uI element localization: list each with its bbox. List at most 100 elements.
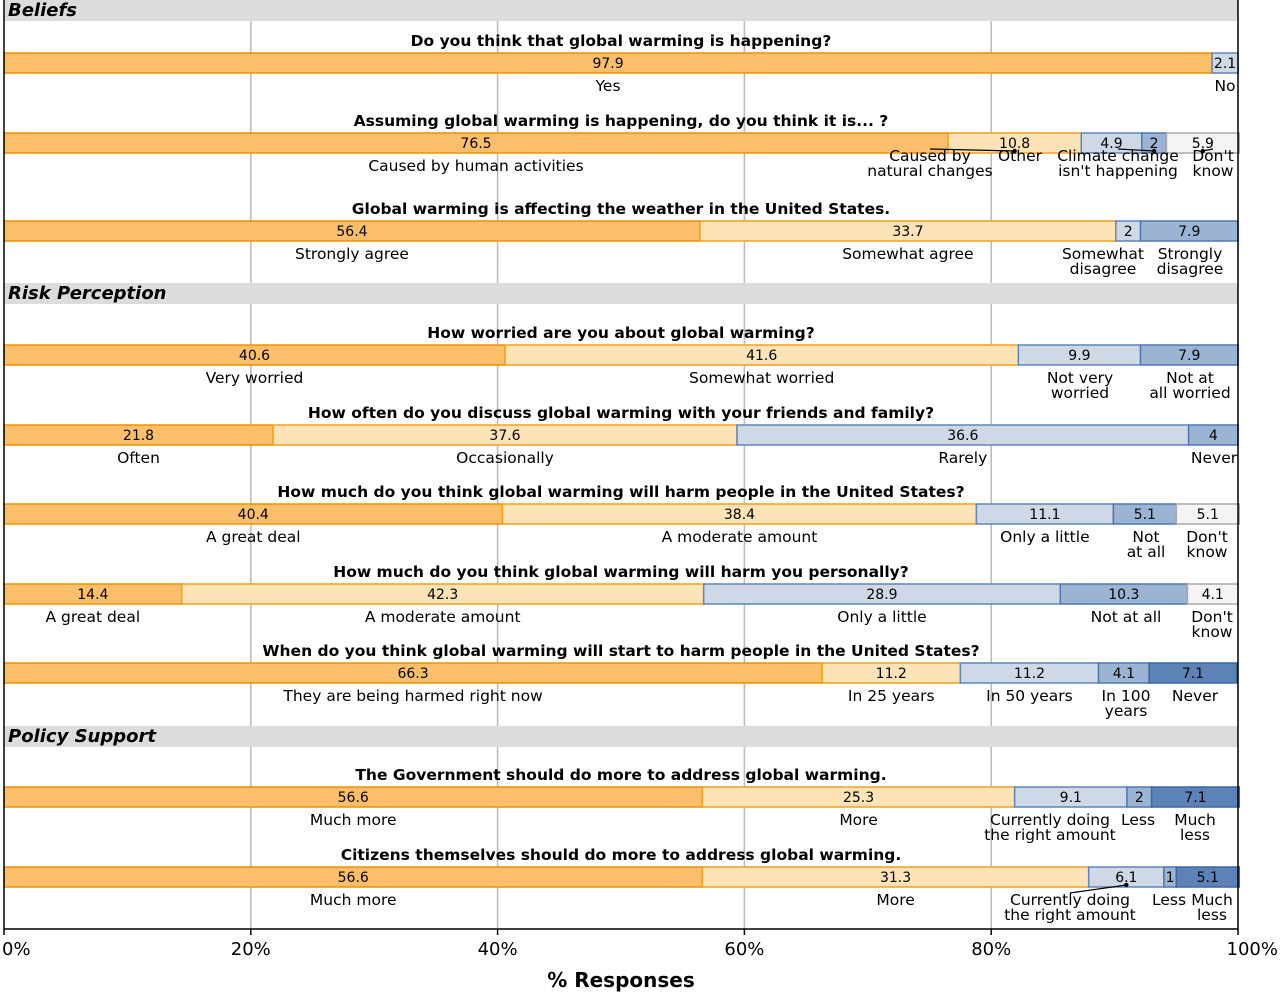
bar-value-label: 33.7 bbox=[892, 224, 923, 240]
bar-value-label: 10.8 bbox=[999, 136, 1030, 152]
bar-value-label: 66.3 bbox=[397, 666, 428, 682]
leader-dot bbox=[1012, 148, 1017, 154]
bar-segment bbox=[1175, 503, 1240, 525]
category-label: know bbox=[1187, 543, 1228, 561]
bar-value-label: 56.6 bbox=[338, 870, 369, 886]
bar-value-label: 6.1 bbox=[1115, 870, 1137, 886]
category-label: Much more bbox=[310, 811, 397, 829]
bar-segment bbox=[1175, 866, 1240, 888]
bar-segment bbox=[1150, 786, 1240, 808]
category-label: Climate change bbox=[1057, 147, 1179, 165]
category-label: Often bbox=[117, 449, 160, 467]
leader-dot bbox=[1151, 148, 1157, 154]
bar-value-label: 2 bbox=[1150, 136, 1159, 152]
question-title: Global warming is affecting the weather … bbox=[352, 200, 890, 218]
category-label: disagree bbox=[1070, 260, 1137, 278]
bar-value-label: 41.6 bbox=[746, 348, 777, 364]
category-label: Strongly bbox=[1158, 245, 1223, 263]
category-label: isn't happening bbox=[1058, 162, 1178, 180]
question-title: Assuming global warming is happening, do… bbox=[354, 112, 889, 130]
bar-value-label: 7.1 bbox=[1182, 666, 1204, 682]
section-title: Risk Perception bbox=[8, 283, 167, 304]
bar-value-label: 40.4 bbox=[238, 507, 269, 523]
section-band bbox=[4, 0, 1238, 21]
bar-value-label: 76.5 bbox=[460, 136, 491, 152]
category-label: the right amount bbox=[1004, 906, 1136, 924]
x-tick-label: 20% bbox=[231, 939, 271, 960]
category-label: Strongly agree bbox=[295, 245, 409, 263]
bar-value-label: 7.9 bbox=[1178, 224, 1200, 240]
category-label: Much bbox=[1174, 811, 1216, 829]
category-label: Other bbox=[998, 147, 1043, 165]
bar-value-label: 42.3 bbox=[427, 587, 458, 603]
category-label: Currently doing bbox=[990, 811, 1110, 829]
x-tick-label: 0% bbox=[2, 939, 31, 960]
category-label: A great deal bbox=[206, 528, 301, 546]
category-label: Very worried bbox=[206, 369, 304, 387]
bar-value-label: 9.9 bbox=[1068, 348, 1090, 364]
bar-value-label: 31.3 bbox=[880, 870, 911, 886]
bar-value-label: 2 bbox=[1135, 790, 1144, 806]
category-label: Don't bbox=[1191, 608, 1233, 626]
category-label: Much more bbox=[310, 891, 397, 909]
question-title: How much do you think global warming wil… bbox=[277, 483, 964, 501]
leader-line bbox=[929, 148, 1015, 152]
category-label: all worried bbox=[1149, 384, 1230, 402]
bar-value-label: 4.9 bbox=[1100, 136, 1122, 152]
bar-value-label: 11.2 bbox=[876, 666, 907, 682]
category-label: Not at all bbox=[1091, 608, 1162, 626]
category-label: Only a little bbox=[1000, 528, 1089, 546]
category-label: the right amount bbox=[984, 826, 1116, 844]
category-label: A moderate amount bbox=[365, 608, 521, 626]
category-label: A great deal bbox=[46, 608, 141, 626]
leader-dot bbox=[1124, 882, 1129, 888]
x-tick-label: 100% bbox=[1227, 939, 1278, 960]
category-label: Occasionally bbox=[456, 449, 554, 467]
bar-value-label: 21.8 bbox=[123, 428, 154, 444]
bar-value-label: 40.6 bbox=[239, 348, 270, 364]
category-label: A moderate amount bbox=[662, 528, 818, 546]
leader-line bbox=[1069, 884, 1127, 894]
category-label: Caused by bbox=[889, 147, 971, 165]
bar-value-label: 5.1 bbox=[1197, 507, 1219, 523]
category-label: They are being harmed right now bbox=[282, 687, 543, 705]
category-label: More bbox=[839, 811, 877, 829]
section-band bbox=[4, 726, 1238, 747]
category-label: disagree bbox=[1157, 260, 1224, 278]
bar-value-label: 11.1 bbox=[1029, 507, 1060, 523]
category-label: Not bbox=[1132, 528, 1159, 546]
bar-value-label: 2.1 bbox=[1214, 56, 1236, 72]
bar-value-label: 4.1 bbox=[1202, 587, 1224, 603]
question-title: How often do you discuss global warming … bbox=[308, 404, 934, 422]
bar-value-label: 97.9 bbox=[592, 56, 623, 72]
bar-value-label: 2 bbox=[1124, 224, 1133, 240]
question-title: How worried are you about global warming… bbox=[427, 324, 814, 342]
bar-value-label: 10.3 bbox=[1108, 587, 1139, 603]
bar-value-label: 56.6 bbox=[338, 790, 369, 806]
category-label: Currently doing bbox=[1010, 891, 1130, 909]
question-title: Do you think that global warming is happ… bbox=[411, 32, 832, 50]
leader-line bbox=[1117, 148, 1155, 152]
bar-value-label: 5.1 bbox=[1197, 870, 1219, 886]
category-label: know bbox=[1192, 623, 1233, 641]
bar-value-label: 5.1 bbox=[1134, 507, 1156, 523]
bar-value-label: 4 bbox=[1209, 428, 1218, 444]
category-label: Much bbox=[1191, 891, 1233, 909]
question-title: The Government should do more to address… bbox=[355, 766, 886, 784]
bar-value-label: 25.3 bbox=[843, 790, 874, 806]
section-title: Policy Support bbox=[8, 726, 157, 747]
labels: Do you think that global warming is happ… bbox=[46, 32, 1238, 924]
category-label: In 100 bbox=[1102, 687, 1151, 705]
category-label: In 50 years bbox=[986, 687, 1073, 705]
category-label: Less bbox=[1121, 811, 1155, 829]
bar-value-label: 4.1 bbox=[1113, 666, 1135, 682]
category-label: Never bbox=[1172, 687, 1219, 705]
category-label: worried bbox=[1051, 384, 1109, 402]
bar-value-label: 28.9 bbox=[866, 587, 897, 603]
bar-value-label: 38.4 bbox=[724, 507, 755, 523]
section-title: Beliefs bbox=[8, 0, 77, 21]
bar-value-label: 14.4 bbox=[77, 587, 108, 603]
category-label: at all bbox=[1127, 543, 1166, 561]
section-band bbox=[4, 283, 1238, 304]
question-title: How much do you think global warming wil… bbox=[333, 563, 909, 581]
